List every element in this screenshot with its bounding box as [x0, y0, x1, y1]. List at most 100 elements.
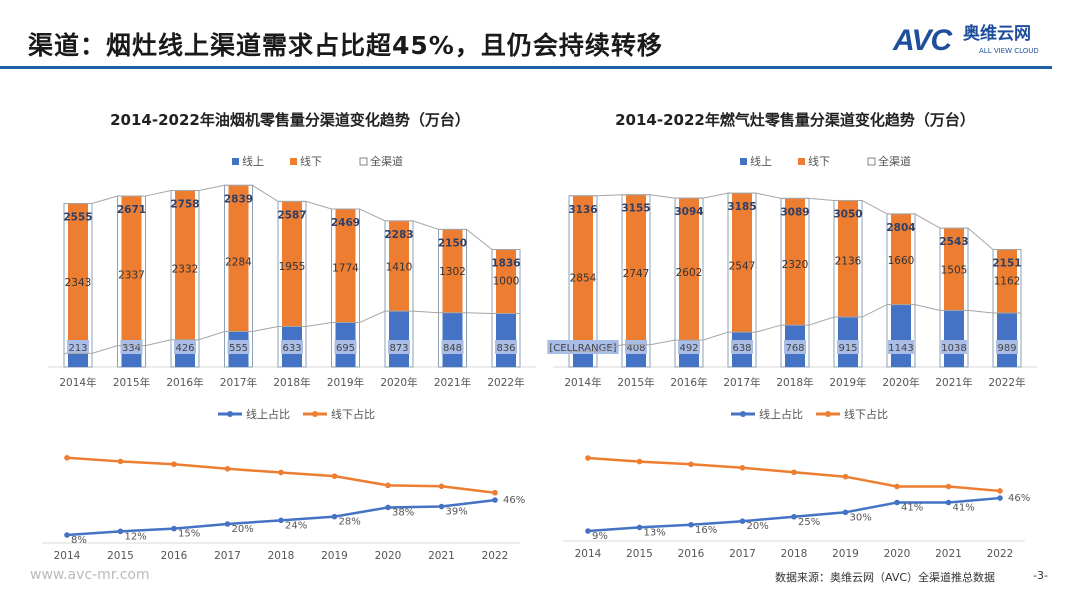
offline-label: 1162: [994, 275, 1021, 287]
online-label-bg: [888, 340, 914, 354]
legend-label: 线上占比: [759, 407, 803, 421]
offline-label: 1505: [941, 264, 968, 276]
series-point-0: [636, 524, 643, 531]
total-label: 3089: [780, 206, 809, 218]
bar-offline: [282, 201, 302, 327]
x-tick-label: 2020: [884, 548, 911, 560]
x-tick-label: 2018年: [776, 376, 813, 389]
x-tick-label: 2017: [214, 550, 241, 562]
legend-marker-0: [227, 411, 233, 417]
offline-label: 2332: [172, 264, 199, 276]
online-label: 633: [282, 343, 301, 354]
online-label-bg: [281, 340, 303, 354]
series-point-1: [64, 454, 70, 461]
series-point-0: [64, 532, 70, 538]
legend-label: 全渠道: [878, 154, 911, 168]
x-tick-label: 2020年: [882, 376, 919, 389]
online-label: [CELLRANGE]: [549, 343, 616, 354]
bar-online: [944, 310, 964, 367]
x-tick-label: 2019年: [327, 376, 364, 389]
series-point-1: [791, 469, 797, 476]
total-label: 2758: [170, 198, 199, 210]
x-tick-label: 2015年: [617, 376, 654, 389]
legend-label: 线下占比: [331, 407, 375, 421]
series-point-1: [438, 483, 445, 490]
series-point-1: [945, 483, 952, 490]
offline-label: 2136: [835, 256, 862, 268]
offline-label: 2320: [782, 259, 809, 271]
series-point-1: [585, 455, 591, 461]
page-title: 渠道：烟灶线上渠道需求占比超45%，且仍会持续转移: [28, 31, 663, 60]
total-label: 2804: [886, 222, 915, 234]
bar-offline: [679, 198, 699, 341]
series-point-0: [492, 497, 498, 503]
series-point-0: [739, 518, 746, 524]
x-tick-label: 2016: [678, 548, 705, 560]
bar-offline: [68, 203, 88, 354]
x-tick-label: 2022年: [487, 376, 524, 389]
legend-swatch-total: [867, 157, 876, 166]
x-tick-label: 2021年: [935, 376, 972, 389]
online-label: 989: [997, 343, 1016, 354]
online-share-label: 41%: [901, 503, 923, 514]
total-label: 2587: [277, 209, 306, 221]
offline-label: 2854: [570, 272, 597, 284]
bar-offline: [175, 190, 195, 340]
header-divider: [0, 66, 1052, 69]
offline-label: 1000: [493, 276, 520, 288]
online-label-bg: [120, 340, 143, 354]
online-share-label: 20%: [747, 521, 769, 532]
offline-label: 1774: [332, 262, 359, 274]
total-label: 2555: [63, 211, 92, 223]
online-label-bg: [67, 340, 89, 354]
online-share-label: 38%: [392, 507, 414, 518]
bar-online: [68, 353, 88, 367]
online-label-bg: [837, 340, 859, 354]
series-point-1: [636, 458, 643, 465]
series-point-0: [385, 504, 391, 511]
online-label: 638: [732, 343, 751, 354]
total-label: 2283: [384, 229, 413, 241]
online-label: 873: [389, 343, 408, 354]
x-tick-label: 2018: [268, 550, 295, 562]
online-label-bg: [227, 340, 250, 354]
legend-label: 线下: [300, 154, 322, 168]
online-connector: [64, 310, 520, 354]
legend-swatch-1: [290, 158, 297, 165]
online-label: 408: [626, 343, 645, 354]
series-point-1: [224, 466, 231, 472]
x-tick-label: 2022: [482, 550, 509, 562]
series-point-1: [688, 461, 694, 468]
series-point-0: [224, 521, 231, 527]
online-share-label: 24%: [285, 520, 307, 531]
series-point-0: [791, 513, 797, 520]
online-label: 836: [496, 343, 515, 354]
x-tick-label: 2014年: [564, 376, 601, 389]
online-share-label: 30%: [850, 512, 872, 523]
series-point-0: [945, 499, 952, 506]
legend-label: 线上: [750, 154, 772, 168]
bar-offline: [389, 220, 409, 312]
x-tick-label: 2014: [575, 548, 602, 560]
total-label: 2150: [438, 237, 467, 249]
legend-swatch-0: [740, 158, 747, 165]
legend-swatch-total: [359, 157, 368, 166]
online-label: 555: [229, 343, 248, 354]
series-point-0: [842, 509, 849, 516]
x-tick-label: 2015: [107, 550, 134, 562]
series-point-1: [997, 488, 1003, 494]
series-point-1: [842, 473, 849, 480]
bar-offline: [997, 249, 1017, 314]
x-tick-label: 2019年: [829, 376, 866, 389]
online-label-bg: [996, 340, 1018, 354]
total-label: 2151: [992, 258, 1021, 270]
series-point-1: [117, 458, 124, 465]
total-label: 3050: [833, 208, 862, 220]
series-point-0: [331, 513, 338, 520]
bar-online: [442, 312, 463, 367]
total-label: 3136: [568, 204, 597, 216]
x-tick-label: 2015: [626, 548, 653, 560]
online-label: 768: [785, 343, 804, 354]
legend-swatch-1: [798, 158, 805, 165]
online-share-label: 12%: [125, 531, 147, 542]
